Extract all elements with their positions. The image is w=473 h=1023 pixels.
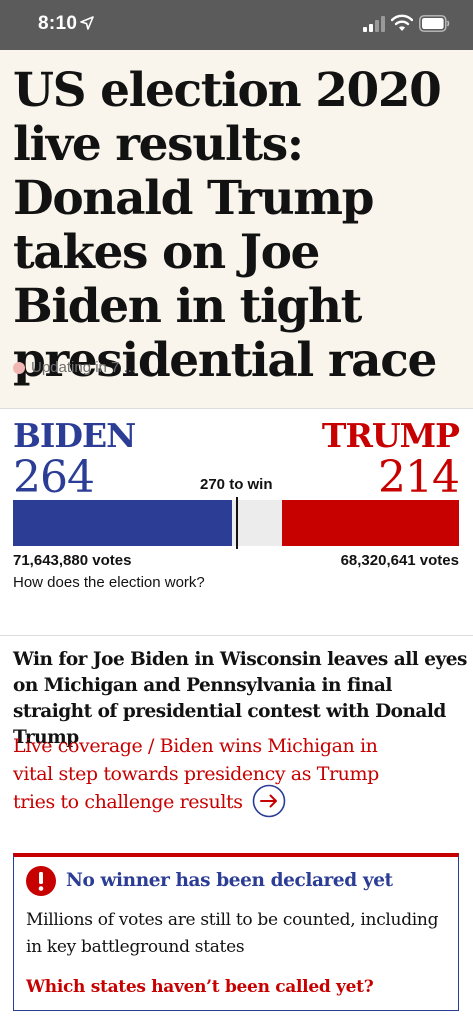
notice-body: Millions of votes are still to be counte… <box>26 910 439 957</box>
wifi-icon <box>391 14 413 31</box>
arrow-right-circle-icon[interactable] <box>252 784 286 818</box>
divider <box>0 635 473 636</box>
live-dot-icon <box>13 361 25 374</box>
live-coverage-link[interactable]: Live coverage / Biden wins Michigan in v… <box>13 732 403 818</box>
page-title: US election 2020 live results: Donald Tr… <box>13 63 442 388</box>
trump-name: TRUMP <box>321 416 460 455</box>
how-election-works-link[interactable]: How does the election work? <box>13 574 205 591</box>
biden-electoral-votes: 264 <box>13 452 95 503</box>
win-threshold-marker <box>235 497 238 549</box>
trump-bar <box>281 500 459 546</box>
updating-text: Updating in 7 ... <box>31 359 137 376</box>
status-time: 8:10 <box>38 13 78 34</box>
cellular-signal-icon <box>363 16 385 32</box>
live-coverage-text[interactable]: Live coverage / Biden wins Michigan in v… <box>13 735 379 813</box>
trump-electoral-votes: 214 <box>378 452 460 503</box>
divider <box>0 408 473 409</box>
trump-popular-votes: 68,320,641 votes <box>340 552 459 569</box>
no-winner-notice: No winner has been declared yet Millions… <box>13 853 459 1011</box>
location-arrow-icon <box>80 16 94 30</box>
biden-popular-votes: 71,643,880 votes <box>13 552 132 569</box>
biden-name: BIDEN <box>13 416 136 455</box>
notice-title: No winner has been declared yet <box>66 870 393 891</box>
battery-icon <box>419 15 450 32</box>
electoral-vote-bar <box>13 497 459 549</box>
to-win-label: 270 to win <box>200 476 273 493</box>
exclamation-alert-icon <box>26 866 56 896</box>
story-headline[interactable]: Win for Joe Biden in Wisconsin leaves al… <box>13 649 467 748</box>
headline-panel: US election 2020 live results: Donald Tr… <box>0 50 473 408</box>
live-update-indicator: Updating in 7 ... <box>13 359 136 376</box>
uncalled-states-link[interactable]: Which states haven’t been called yet? <box>26 977 374 997</box>
biden-bar <box>13 500 232 546</box>
status-bar: 8:10 <box>0 0 473 50</box>
